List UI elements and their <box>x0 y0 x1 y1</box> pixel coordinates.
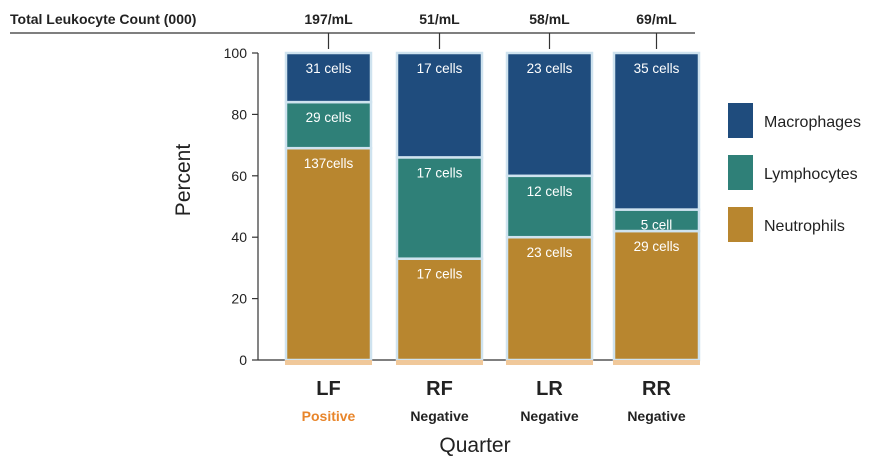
status-label-rr: Negative <box>627 408 686 424</box>
bar-base-strip-lr <box>506 360 593 365</box>
header-value-rr: 69/mL <box>636 11 677 27</box>
data-label-rf-neutrophils: 17 cells <box>417 267 463 282</box>
header-value-rf: 51/mL <box>419 11 460 27</box>
bar-segment-lr-neutrophils <box>505 235 594 362</box>
bar-segment-lf-lymphocytes <box>284 100 373 150</box>
status-label-rf: Negative <box>410 408 469 424</box>
y-tick-label: 40 <box>231 229 247 245</box>
status-label-lf: Positive <box>302 408 356 424</box>
legend-swatch-neutrophils <box>728 207 753 242</box>
bar-base-strip-lf <box>285 360 372 365</box>
bars: 137cells 29 cells 31 cells 17 cells 17 cells… <box>284 51 701 365</box>
legend-label-lymphocytes: Lymphocytes <box>764 166 858 183</box>
data-label-rf-macrophages: 17 cells <box>417 61 463 76</box>
y-tick-label: 60 <box>231 168 247 184</box>
x-tick-label-lr: LR <box>536 378 563 400</box>
y-axis-title: Percent <box>172 144 195 217</box>
x-tick-label-rf: RF <box>426 378 453 400</box>
header-value-lr: 58/mL <box>529 11 570 27</box>
x-axis-labels: LF Positive RF Negative LR Negative RR Negative <box>302 378 686 424</box>
y-tick-label: 80 <box>231 106 247 122</box>
bar-segment-rr-macrophages <box>612 51 701 211</box>
legend-swatch-lymphocytes <box>728 155 753 190</box>
legend-label-macrophages: Macrophages <box>764 114 861 131</box>
legend-swatch-macrophages <box>728 103 753 138</box>
data-label-rr-neutrophils: 29 cells <box>634 239 680 254</box>
header-row: Total Leukocyte Count (000) 197/mL 51/mL 5… <box>10 11 695 49</box>
bar-segment-rf-lymphocytes <box>395 156 484 260</box>
bar-segment-lf-neutrophils <box>284 146 373 362</box>
bar-segment-rf-macrophages <box>395 51 484 159</box>
legend: Macrophages Lymphocytes Neutrophils <box>728 103 861 242</box>
x-tick-label-rr: RR <box>642 378 671 400</box>
x-tick-label-lf: LF <box>316 378 340 400</box>
y-tick-label: 20 <box>231 291 247 307</box>
data-label-rr-macrophages: 35 cells <box>634 61 680 76</box>
y-tick-label: 0 <box>239 352 247 368</box>
bar-base-strip-rr <box>613 360 700 365</box>
data-label-rr-lymphocytes: 5 cell <box>641 218 673 233</box>
bar-base-strip-rf <box>396 360 483 365</box>
total-leukocyte-header-label: Total Leukocyte Count (000) <box>10 11 196 27</box>
bar-segment-lf-macrophages <box>284 51 373 104</box>
data-label-lr-macrophages: 23 cells <box>527 61 573 76</box>
data-label-rf-lymphocytes: 17 cells <box>417 165 463 180</box>
status-label-lr: Negative <box>520 408 579 424</box>
data-label-lr-lymphocytes: 12 cells <box>527 184 573 199</box>
data-label-lf-neutrophils: 137cells <box>304 156 354 171</box>
header-value-lf: 197/mL <box>304 11 353 27</box>
data-label-lf-lymphocytes: 29 cells <box>306 110 352 125</box>
legend-label-neutrophils: Neutrophils <box>764 218 845 235</box>
data-label-lf-macrophages: 31 cells <box>306 61 352 76</box>
y-tick-label: 100 <box>224 45 248 61</box>
bar-segment-lr-macrophages <box>505 51 594 178</box>
x-axis-title: Quarter <box>439 434 510 457</box>
data-label-lr-neutrophils: 23 cells <box>527 245 573 260</box>
bar-segment-lr-lymphocytes <box>505 174 594 239</box>
